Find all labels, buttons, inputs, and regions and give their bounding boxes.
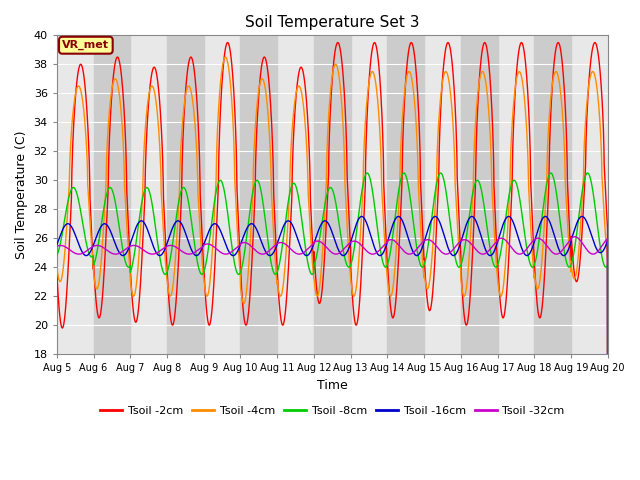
Tsoil -4cm	[493, 263, 500, 269]
Bar	[167, 36, 204, 354]
Tsoil -2cm	[571, 272, 579, 278]
Bar	[387, 36, 424, 354]
Y-axis label: Soil Temperature (C): Soil Temperature (C)	[15, 131, 28, 259]
Bar	[241, 36, 277, 354]
Tsoil -32cm	[360, 245, 368, 251]
Tsoil -32cm	[348, 239, 356, 244]
Tsoil -16cm	[360, 215, 368, 221]
Bar	[314, 36, 351, 354]
Tsoil -32cm	[571, 234, 579, 240]
Tsoil -4cm	[571, 276, 579, 282]
Tsoil -16cm	[570, 227, 578, 233]
Tsoil -4cm	[349, 289, 356, 295]
Tsoil -4cm	[207, 274, 214, 279]
Tsoil -16cm	[555, 247, 563, 252]
Tsoil -32cm	[492, 239, 500, 245]
Title: Soil Temperature Set 3: Soil Temperature Set 3	[245, 15, 420, 30]
Tsoil -8cm	[53, 252, 61, 258]
Tsoil -16cm	[53, 242, 61, 248]
Tsoil -8cm	[556, 211, 563, 217]
Tsoil -32cm	[555, 251, 563, 256]
X-axis label: Time: Time	[317, 379, 348, 392]
Line: Tsoil -16cm: Tsoil -16cm	[57, 216, 608, 480]
Bar	[461, 36, 497, 354]
Tsoil -8cm	[547, 170, 555, 176]
Tsoil -32cm	[53, 243, 61, 249]
Line: Tsoil -2cm: Tsoil -2cm	[57, 43, 608, 480]
Tsoil -32cm	[207, 242, 214, 248]
Line: Tsoil -8cm: Tsoil -8cm	[57, 173, 608, 480]
Tsoil -4cm	[556, 79, 563, 85]
Tsoil -16cm	[492, 243, 500, 249]
Tsoil -2cm	[556, 41, 563, 47]
Line: Tsoil -4cm: Tsoil -4cm	[57, 57, 608, 480]
Tsoil -16cm	[207, 225, 214, 231]
Text: VR_met: VR_met	[62, 40, 109, 50]
Tsoil -32cm	[570, 234, 578, 240]
Tsoil -8cm	[492, 264, 500, 270]
Bar	[534, 36, 571, 354]
Tsoil -2cm	[53, 271, 61, 276]
Tsoil -2cm	[349, 293, 356, 299]
Tsoil -2cm	[360, 206, 368, 212]
Tsoil -4cm	[360, 138, 368, 144]
Tsoil -4cm	[53, 264, 61, 269]
Tsoil -2cm	[224, 40, 232, 46]
Tsoil -16cm	[578, 214, 586, 219]
Tsoil -16cm	[348, 235, 356, 240]
Bar	[93, 36, 131, 354]
Line: Tsoil -32cm: Tsoil -32cm	[57, 237, 608, 480]
Tsoil -2cm	[207, 319, 214, 325]
Tsoil -4cm	[221, 54, 229, 60]
Tsoil -8cm	[360, 177, 368, 182]
Legend: Tsoil -2cm, Tsoil -4cm, Tsoil -8cm, Tsoil -16cm, Tsoil -32cm: Tsoil -2cm, Tsoil -4cm, Tsoil -8cm, Tsoi…	[95, 401, 569, 420]
Tsoil -2cm	[493, 242, 500, 248]
Tsoil -8cm	[348, 257, 356, 263]
Tsoil -8cm	[571, 246, 579, 252]
Tsoil -8cm	[207, 229, 214, 235]
